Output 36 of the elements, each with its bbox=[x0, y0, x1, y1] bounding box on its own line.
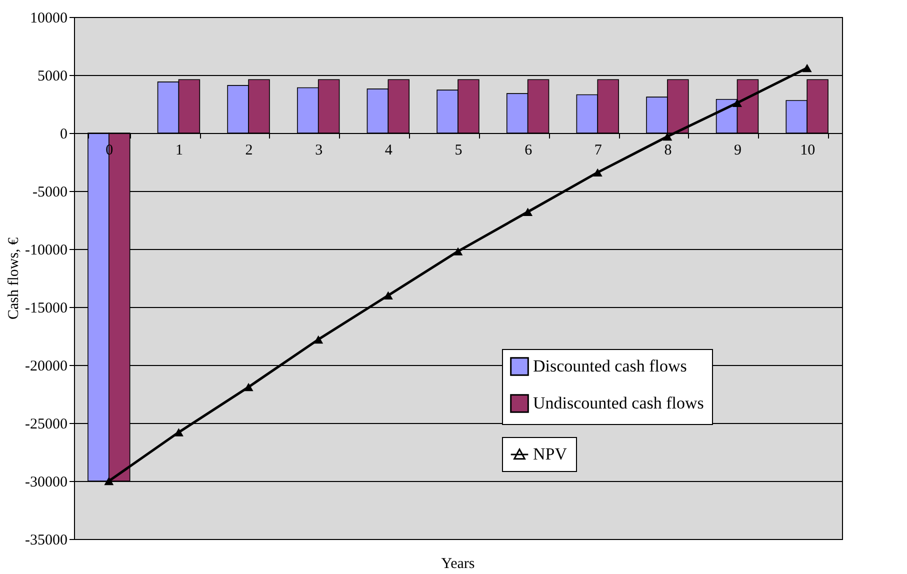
point bbox=[104, 476, 114, 486]
y-tick-label: -20000 bbox=[25, 358, 68, 374]
point bbox=[383, 291, 393, 300]
point bbox=[802, 64, 812, 72]
point bbox=[592, 168, 602, 177]
x-tick-label: 2 bbox=[245, 142, 253, 158]
y-tick-label: -5000 bbox=[32, 184, 68, 200]
y-tick-label: -30000 bbox=[25, 474, 68, 490]
point bbox=[244, 382, 254, 392]
y-tick-label: 5000 bbox=[38, 68, 68, 84]
legend-label: Undiscounted cash flows bbox=[533, 394, 704, 412]
y-axis-title: Cash flows, € bbox=[6, 236, 22, 320]
legend-label: NPV bbox=[533, 444, 568, 464]
y-tick-label: -35000 bbox=[25, 532, 68, 548]
point bbox=[732, 98, 742, 107]
x-tick-label: 0 bbox=[106, 142, 114, 158]
point bbox=[453, 247, 463, 256]
point bbox=[314, 335, 324, 344]
x-tick-label: 9 bbox=[734, 142, 742, 158]
point bbox=[174, 428, 184, 436]
y-tick-label: -25000 bbox=[25, 416, 68, 432]
y-tick-label: 0 bbox=[60, 126, 68, 142]
x-axis-title: Years bbox=[441, 556, 475, 572]
x-tick-label: 4 bbox=[384, 142, 393, 158]
y-tick-label: -10000 bbox=[25, 242, 68, 258]
x-tick-label: 7 bbox=[594, 142, 602, 158]
point bbox=[523, 208, 533, 216]
x-tick-label: 1 bbox=[175, 142, 183, 158]
x-tick-label: 5 bbox=[454, 142, 462, 158]
y-tick-label: -15000 bbox=[25, 300, 68, 316]
y-tick-label: 10000 bbox=[30, 10, 68, 26]
x-tick-label: 3 bbox=[315, 142, 323, 158]
x-tick-label: 6 bbox=[524, 142, 533, 158]
legend-label: Discounted cash flows bbox=[533, 356, 687, 376]
x-tick-label: 10 bbox=[800, 142, 816, 158]
x-tick-label: 8 bbox=[664, 142, 672, 158]
